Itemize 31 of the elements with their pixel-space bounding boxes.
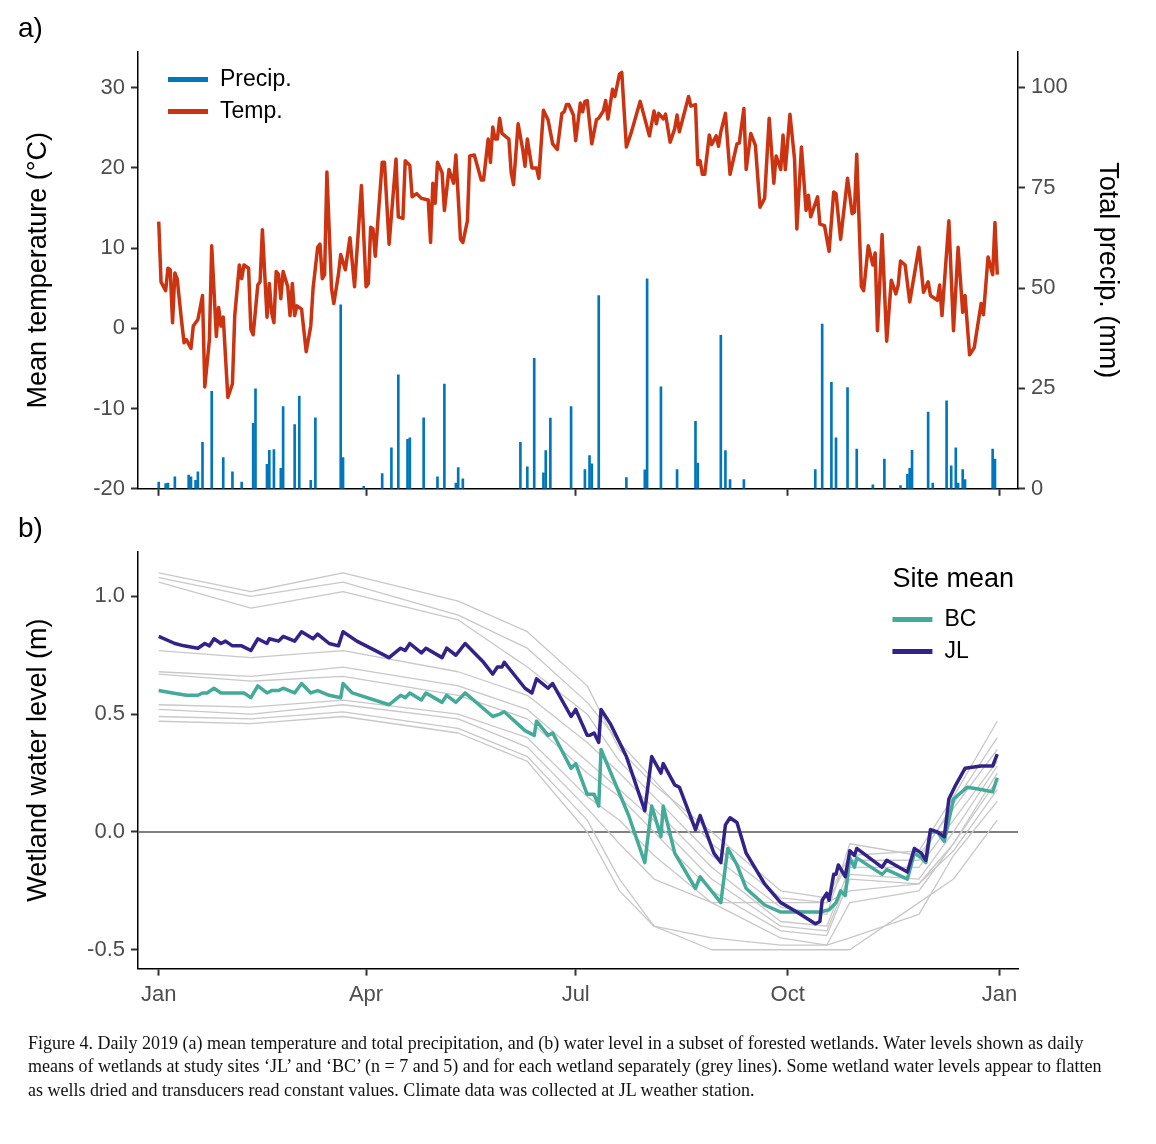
y-tick-label: 10 xyxy=(100,234,125,260)
legend-label: Temp. xyxy=(220,96,283,123)
x-tick-label: Jul xyxy=(561,980,590,1006)
x-tick-label: Jan xyxy=(140,980,177,1006)
y2-tick-label: 0 xyxy=(1031,474,1044,500)
y2-tick-label: 25 xyxy=(1031,374,1056,400)
y-tick-label: 30 xyxy=(100,73,125,99)
legend-title: Site mean xyxy=(892,563,1015,594)
y-axis-title: Wetland water level (m) xyxy=(21,618,52,902)
x-tick-label: Jan xyxy=(981,980,1018,1006)
y-tick-label: -10 xyxy=(93,394,125,420)
y-axis-title: Mean temperature (°C) xyxy=(21,132,52,409)
y-tick-label: -0.5 xyxy=(87,935,125,961)
y-tick-label: 20 xyxy=(100,153,125,179)
y2-axis-title: Total precip. (mm) xyxy=(1094,162,1125,379)
chart-title: b) xyxy=(18,511,43,543)
caption: Figure 4. Daily 2019 (a) mean temperature and total precipitation, and (b) water level in a subset of forested wetlands. Water levels shown as daily means of wetlands at study sites ‘JL’ and ‘BC’ (n = 7 and 5) and for each wetland separately (grey lines). Some wetland water levels appear to flatten as wells dried and transducers read constant values. Climate data was collected at JL weather station. xyxy=(28,1032,1103,1102)
y2-tick-label: 75 xyxy=(1031,173,1056,199)
legend-label: JL xyxy=(944,636,969,663)
y-tick-label: 0 xyxy=(112,314,125,340)
y-tick-label: 1.0 xyxy=(94,582,125,608)
y2-tick-label: 50 xyxy=(1031,274,1056,300)
legend-label: Precip. xyxy=(220,64,292,91)
legend-label: BC xyxy=(944,604,977,631)
y-tick-label: 0.5 xyxy=(94,700,125,726)
y2-tick-label: 100 xyxy=(1031,73,1068,99)
y-tick-label: 0.0 xyxy=(94,818,125,844)
y-tick-label: -20 xyxy=(93,474,125,500)
chart-title: a) xyxy=(18,11,43,43)
x-tick-label: Oct xyxy=(770,980,805,1006)
x-tick-label: Apr xyxy=(348,980,384,1006)
